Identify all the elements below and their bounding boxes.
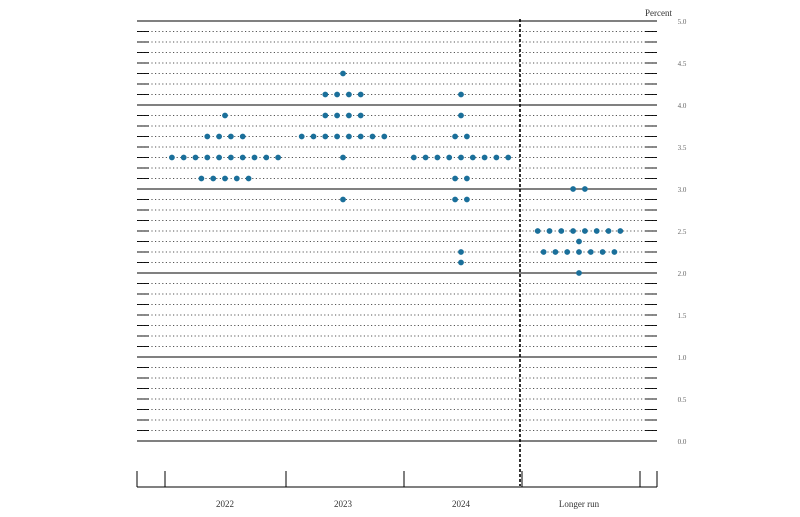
dot-point <box>534 228 541 234</box>
dot-point <box>617 228 624 234</box>
dot-point <box>481 154 488 161</box>
dot-point <box>346 133 352 140</box>
x-axis: 2022 2023 2024 Longer run <box>136 471 658 509</box>
dot-point <box>582 186 588 192</box>
dot-point <box>298 133 305 140</box>
dot-point <box>593 228 600 234</box>
dot-point <box>576 270 582 276</box>
dot-point <box>434 154 441 161</box>
dot-point <box>611 249 618 255</box>
dot-point <box>180 154 187 161</box>
dot-point <box>564 249 571 255</box>
dot-point <box>493 154 500 161</box>
x-tick-label: 2023 <box>334 499 353 509</box>
y-tick-label: 5.0 <box>678 18 687 26</box>
dot-point <box>340 154 346 161</box>
dot-point <box>458 249 464 255</box>
dot-point <box>458 91 464 98</box>
dot-point <box>458 154 464 161</box>
dot-point <box>346 91 352 98</box>
gridlines <box>137 20 657 442</box>
dot-point <box>576 249 582 255</box>
dot-point <box>322 112 329 119</box>
y-tick-label: 3.0 <box>678 186 687 194</box>
dot-point <box>340 196 346 203</box>
dot-point <box>216 154 223 161</box>
y-tick-label: 4.0 <box>678 102 687 110</box>
dot-point <box>464 133 470 140</box>
dot-point <box>452 175 458 182</box>
dot-point <box>192 154 199 161</box>
dot-point <box>346 112 352 119</box>
dot-point <box>322 91 329 98</box>
dot-point <box>576 238 582 245</box>
dot-point <box>334 91 340 98</box>
dot-point <box>222 175 228 182</box>
dot-point <box>216 133 223 140</box>
y-axis-unit-label: Percent <box>645 8 672 18</box>
dot-point <box>570 186 576 192</box>
y-axis-tick-labels: 0.0 0.5 1.0 1.5 2.0 2.5 3.0 3.5 4.0 4.5 5.0 <box>678 18 687 446</box>
dot-point <box>552 249 559 255</box>
y-tick-label: 4.5 <box>678 60 687 68</box>
dot-point <box>582 228 588 234</box>
dot-point <box>469 154 476 161</box>
dot-point <box>334 112 340 119</box>
dot-point <box>505 154 512 161</box>
y-tick-label: 0.5 <box>678 396 687 404</box>
dot-point <box>357 133 364 140</box>
dot-point <box>464 196 470 203</box>
dot-point <box>599 249 606 255</box>
dot-point <box>228 154 234 161</box>
y-tick-label: 2.5 <box>678 228 687 236</box>
dot-point <box>570 228 576 234</box>
dot-point <box>204 133 211 140</box>
dot-point <box>558 228 565 234</box>
dot-point <box>239 154 246 161</box>
dot-point <box>198 175 205 182</box>
y-tick-label: 0.0 <box>678 438 687 446</box>
dot-point <box>446 154 453 161</box>
y-tick-label: 1.5 <box>678 312 687 320</box>
dot-point <box>169 154 175 161</box>
dot-point <box>245 175 252 182</box>
dot-point <box>357 91 364 98</box>
x-tick-label: Longer run <box>559 499 600 509</box>
dot-point <box>381 133 388 140</box>
dot-point <box>452 133 458 140</box>
dot-point <box>204 154 211 161</box>
participant-dots <box>169 70 624 276</box>
dot-point <box>334 133 340 140</box>
dot-point <box>458 259 464 266</box>
dot-point <box>239 133 246 140</box>
dot-point <box>251 154 258 161</box>
dot-point <box>464 175 470 182</box>
x-tick-label: 2022 <box>216 499 234 509</box>
dot-point <box>605 228 612 234</box>
dot-point <box>546 228 553 234</box>
x-tick-label: 2024 <box>452 499 471 509</box>
y-tick-label: 3.5 <box>678 144 687 152</box>
dot-point <box>228 133 234 140</box>
dot-point <box>422 154 429 161</box>
dot-point <box>222 112 228 119</box>
dot-point <box>540 249 547 255</box>
dot-point <box>263 154 270 161</box>
dot-point <box>233 175 240 182</box>
dot-point <box>210 175 217 182</box>
dot-point <box>587 249 594 255</box>
dot-point <box>458 112 464 119</box>
y-tick-label: 1.0 <box>678 354 687 362</box>
dot-point <box>275 154 281 161</box>
dot-point <box>452 196 458 203</box>
dot-point <box>369 133 376 140</box>
dot-point <box>410 154 417 161</box>
dot-point <box>310 133 317 140</box>
dot-point <box>357 112 364 119</box>
y-tick-label: 2.0 <box>678 270 687 278</box>
dot-point <box>322 133 329 140</box>
dot-point <box>340 70 346 77</box>
